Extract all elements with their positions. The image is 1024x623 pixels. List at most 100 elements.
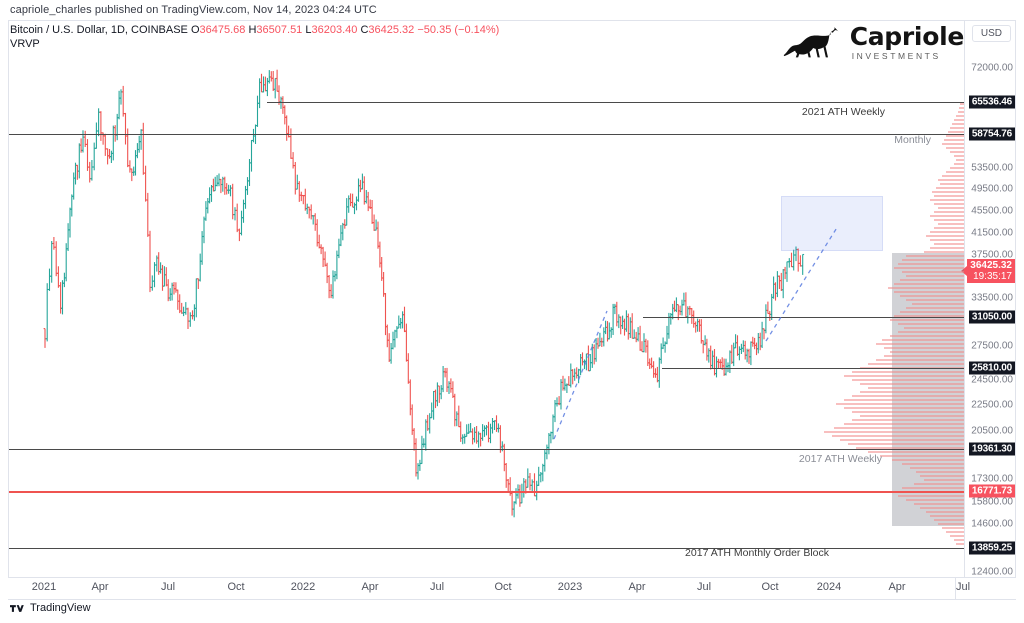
price-tick: 22500.00 [971,399,1013,411]
volume-profile-bar [938,179,964,181]
volume-profile-bar [890,351,964,353]
monthly-line[interactable] [9,134,964,135]
volume-profile-bar [894,291,964,293]
capriole-logo: Capriole INVESTMENTS [780,24,964,61]
price-tick: 15800.00 [971,496,1013,508]
volume-profile-bar [898,495,964,497]
logo-name: Capriole [849,22,965,51]
open-label: O [190,24,200,36]
volume-profile-bar [882,339,964,341]
volume-profile-bar [932,191,964,193]
volume-profile-bar [956,543,964,545]
volume-profile-bar [938,223,964,225]
price-level-badge[interactable]: 58754.76 [968,127,1015,141]
volume-profile-bar [856,447,964,449]
volume-profile-bar [934,211,964,213]
volume-profile-bar [916,471,964,473]
range-low-line[interactable] [662,368,964,369]
time-axis-separator [955,578,956,600]
chart-frame[interactable]: 2021 ATH Weekly Monthly 2017 ATH Weekly 201… [8,20,1016,578]
volume-profile-bar [924,251,964,253]
volume-profile-bar [954,539,964,541]
volume-profile-bar [902,487,964,489]
volume-profile-bar [942,143,964,145]
volume-profile-bar [884,347,964,349]
indicator-legend[interactable]: VRVP [10,38,40,50]
level-annotation: Monthly [894,134,931,146]
volume-profile-bar [900,279,964,281]
volume-profile-bar [888,287,964,289]
volume-profile-bar [902,271,964,273]
volume-profile-bar [934,227,964,229]
volume-profile-bar [890,319,964,321]
currency-chip[interactable]: USD [971,25,1011,42]
logo-subtitle: INVESTMENTS [851,51,941,61]
time-tick: Oct [761,581,779,593]
horse-icon [783,27,839,58]
projection-box[interactable] [781,196,883,251]
volume-profile-bar [844,399,964,401]
volume-profile-bar [930,515,964,517]
logo-text: Capriole INVESTMENTS [849,22,965,61]
price-level-badge[interactable]: 13859.25 [968,541,1015,555]
price-tick: 49500.00 [971,183,1013,195]
price-level-badge[interactable]: 19361.30 [968,442,1015,456]
volume-profile-bar [934,519,964,521]
volume-profile-bar [952,123,964,125]
volume-profile-bar [860,415,964,417]
time-axis[interactable]: 2021 Apr Jul Oct 2022 Apr Jul Oct 2023 Apr Jul Oct 2… [8,578,1016,600]
volume-profile-bar [868,451,964,453]
open-value: 36475.68 [199,24,246,36]
time-tick: Apr [361,581,379,593]
watermark-label: TradingView [30,602,91,614]
volume-profile-bar [840,439,964,441]
time-tick: Jul [696,581,712,593]
support-line[interactable] [9,449,964,450]
volume-profile-bar [950,151,964,153]
volume-profile-bar [958,111,964,113]
current-price-badge[interactable]: 36425.32 19:35:17 [961,259,1015,283]
price-level-badge[interactable]: 65536.46 [968,95,1015,109]
volume-profile-bar [868,387,964,389]
range-high-line[interactable] [643,317,964,318]
2021-ath-weekly-line[interactable] [267,102,964,103]
order-block-line[interactable] [9,548,964,549]
volume-profile-bar [904,327,964,329]
volume-profile-bar [940,183,964,185]
volume-profile-bar [930,199,964,201]
price-tick: 12400.00 [971,566,1013,578]
volume-profile-bar [880,455,964,457]
volume-profile-bar [906,255,964,257]
symbol-title[interactable]: Bitcoin / U.S. Dollar, 1D, COINBASE [10,24,188,36]
volume-profile-bar [959,107,964,109]
price-level-badge[interactable]: 25810.00 [968,361,1015,375]
volume-profile-bar [868,363,964,365]
volume-profile-bar [926,235,964,237]
volume-profile-bar [844,375,964,377]
bar-countdown: 19:35:17 [973,271,1012,282]
volume-profile-bar [930,247,964,249]
price-tick: 45500.00 [971,205,1013,217]
volume-profile-bar [892,459,964,461]
volume-profile-bar [934,219,964,221]
time-tick: Apr [91,581,109,593]
plot-area[interactable]: 2021 ATH Weekly Monthly 2017 ATH Weekly 201… [9,21,964,577]
low-value: 36203.40 [311,24,358,36]
volume-profile-bar [938,207,964,209]
cycle-low-badge[interactable]: 16771.73 [968,484,1015,498]
close-value: 36425.32 [368,24,415,36]
volume-profile-bar [834,427,964,429]
volume-profile-bar [936,187,964,189]
time-tick: Jul [160,581,176,593]
price-tick: 27500.00 [971,340,1013,352]
volume-profile-bar [884,355,964,357]
price-level-badge[interactable]: 31050.00 [968,310,1015,324]
price-axis[interactable]: USD 72000.00 53500.00 49500.00 45500.00 4150… [961,21,1015,578]
volume-profile-bar [920,475,964,477]
cycle-low-line[interactable] [9,491,964,493]
volume-profile-bar [898,331,964,333]
volume-profile-bar [946,531,964,533]
volume-profile-bar [954,163,964,165]
volume-profile-bar [902,463,964,465]
candlestick-series [43,69,805,518]
